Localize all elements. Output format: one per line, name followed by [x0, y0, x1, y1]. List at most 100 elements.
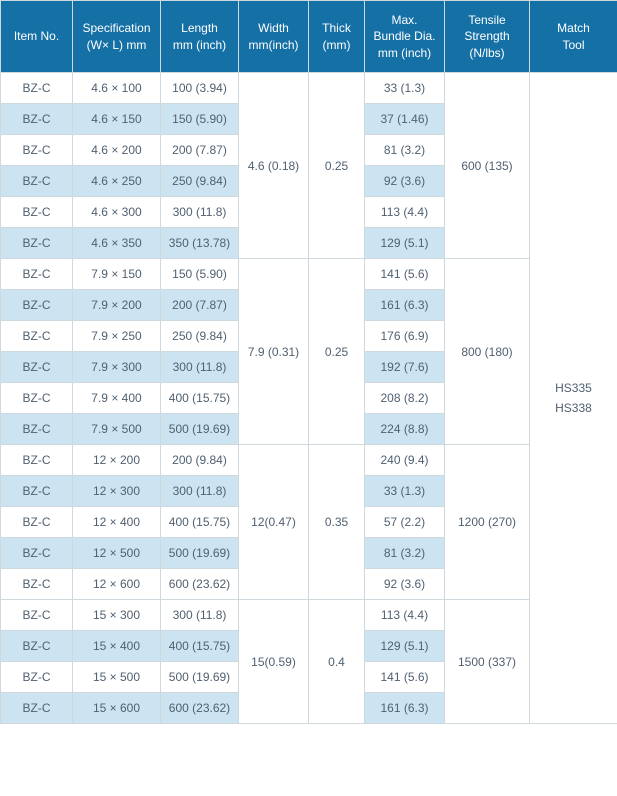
col-header-itemno: Item No. [1, 1, 73, 73]
cell-itemno: BZ-C [1, 445, 73, 476]
cell-bundle: 129 (5.1) [365, 228, 445, 259]
table-row: BZ-C12 × 200200 (9.84)12(0.47)0.35240 (9… [1, 445, 617, 476]
cell-length: 300 (11.8) [161, 352, 239, 383]
col-header-length: Lengthmm (inch) [161, 1, 239, 73]
col-header-thick: Thick(mm) [309, 1, 365, 73]
cell-itemno: BZ-C [1, 321, 73, 352]
cell-length: 400 (15.75) [161, 631, 239, 662]
cell-length: 350 (13.78) [161, 228, 239, 259]
cell-length: 200 (7.87) [161, 290, 239, 321]
cell-spec: 12 × 600 [73, 569, 161, 600]
cell-bundle: 33 (1.3) [365, 476, 445, 507]
cell-length: 400 (15.75) [161, 507, 239, 538]
cell-tensile: 1500 (337) [445, 600, 530, 724]
cell-bundle: 92 (3.6) [365, 166, 445, 197]
cell-itemno: BZ-C [1, 352, 73, 383]
col-header-tool: MatchTool [530, 1, 617, 73]
cell-thick: 0.35 [309, 445, 365, 600]
cell-width: 4.6 (0.18) [239, 73, 309, 259]
cell-itemno: BZ-C [1, 197, 73, 228]
cell-length: 150 (5.90) [161, 104, 239, 135]
cell-itemno: BZ-C [1, 104, 73, 135]
cell-length: 300 (11.8) [161, 197, 239, 228]
cell-spec: 15 × 600 [73, 693, 161, 724]
cell-spec: 7.9 × 250 [73, 321, 161, 352]
cell-itemno: BZ-C [1, 414, 73, 445]
cell-itemno: BZ-C [1, 662, 73, 693]
cell-width: 7.9 (0.31) [239, 259, 309, 445]
cell-length: 250 (9.84) [161, 166, 239, 197]
cell-itemno: BZ-C [1, 600, 73, 631]
cell-length: 500 (19.69) [161, 538, 239, 569]
cell-bundle: 113 (4.4) [365, 197, 445, 228]
cell-itemno: BZ-C [1, 290, 73, 321]
cell-tensile: 600 (135) [445, 73, 530, 259]
cell-bundle: 57 (2.2) [365, 507, 445, 538]
tool-label-1: HS335 [532, 381, 615, 395]
cell-length: 500 (19.69) [161, 414, 239, 445]
cell-width: 12(0.47) [239, 445, 309, 600]
cell-spec: 4.6 × 200 [73, 135, 161, 166]
cell-match-tool: HS335 HS338 [530, 73, 617, 724]
cell-bundle: 208 (8.2) [365, 383, 445, 414]
cell-length: 600 (23.62) [161, 693, 239, 724]
cell-bundle: 141 (5.6) [365, 259, 445, 290]
cell-spec: 12 × 400 [73, 507, 161, 538]
cell-spec: 12 × 500 [73, 538, 161, 569]
cell-bundle: 37 (1.46) [365, 104, 445, 135]
table-row: BZ-C7.9 × 150150 (5.90)7.9 (0.31)0.25141… [1, 259, 617, 290]
cell-spec: 7.9 × 400 [73, 383, 161, 414]
cell-bundle: 81 (3.2) [365, 135, 445, 166]
cell-length: 300 (11.8) [161, 600, 239, 631]
cell-bundle: 161 (6.3) [365, 693, 445, 724]
col-header-spec: Specification(W× L) mm [73, 1, 161, 73]
cell-spec: 4.6 × 300 [73, 197, 161, 228]
cell-thick: 0.25 [309, 259, 365, 445]
spec-table: Item No. Specification(W× L) mm Lengthmm… [0, 0, 617, 724]
cell-length: 200 (7.87) [161, 135, 239, 166]
col-header-tensile: TensileStrength(N/lbs) [445, 1, 530, 73]
cell-bundle: 33 (1.3) [365, 73, 445, 104]
cell-bundle: 92 (3.6) [365, 569, 445, 600]
table-row: BZ-C15 × 300300 (11.8)15(0.59)0.4113 (4.… [1, 600, 617, 631]
cell-spec: 7.9 × 200 [73, 290, 161, 321]
cell-bundle: 176 (6.9) [365, 321, 445, 352]
cell-length: 600 (23.62) [161, 569, 239, 600]
cell-spec: 4.6 × 150 [73, 104, 161, 135]
cell-width: 15(0.59) [239, 600, 309, 724]
cell-itemno: BZ-C [1, 383, 73, 414]
cell-spec: 15 × 500 [73, 662, 161, 693]
cell-spec: 7.9 × 300 [73, 352, 161, 383]
cell-tensile: 1200 (270) [445, 445, 530, 600]
cell-itemno: BZ-C [1, 631, 73, 662]
cell-length: 500 (19.69) [161, 662, 239, 693]
tool-label-2: HS338 [532, 401, 615, 415]
cell-itemno: BZ-C [1, 569, 73, 600]
cell-length: 250 (9.84) [161, 321, 239, 352]
table-body: BZ-C4.6 × 100100 (3.94)4.6 (0.18)0.2533 … [1, 73, 617, 724]
cell-itemno: BZ-C [1, 166, 73, 197]
cell-bundle: 141 (5.6) [365, 662, 445, 693]
cell-bundle: 129 (5.1) [365, 631, 445, 662]
cell-length: 400 (15.75) [161, 383, 239, 414]
cell-bundle: 113 (4.4) [365, 600, 445, 631]
col-header-bundle: Max.Bundle Dia.mm (inch) [365, 1, 445, 73]
cell-spec: 4.6 × 350 [73, 228, 161, 259]
cell-length: 200 (9.84) [161, 445, 239, 476]
cell-length: 100 (3.94) [161, 73, 239, 104]
cell-spec: 12 × 200 [73, 445, 161, 476]
cell-itemno: BZ-C [1, 73, 73, 104]
cell-itemno: BZ-C [1, 135, 73, 166]
table-header-row: Item No. Specification(W× L) mm Lengthmm… [1, 1, 617, 73]
cell-bundle: 161 (6.3) [365, 290, 445, 321]
cell-length: 300 (11.8) [161, 476, 239, 507]
cell-bundle: 81 (3.2) [365, 538, 445, 569]
cell-bundle: 240 (9.4) [365, 445, 445, 476]
cell-thick: 0.4 [309, 600, 365, 724]
col-header-width: Widthmm(inch) [239, 1, 309, 73]
cell-spec: 4.6 × 100 [73, 73, 161, 104]
cell-spec: 7.9 × 500 [73, 414, 161, 445]
cell-itemno: BZ-C [1, 507, 73, 538]
cell-itemno: BZ-C [1, 476, 73, 507]
cell-tensile: 800 (180) [445, 259, 530, 445]
